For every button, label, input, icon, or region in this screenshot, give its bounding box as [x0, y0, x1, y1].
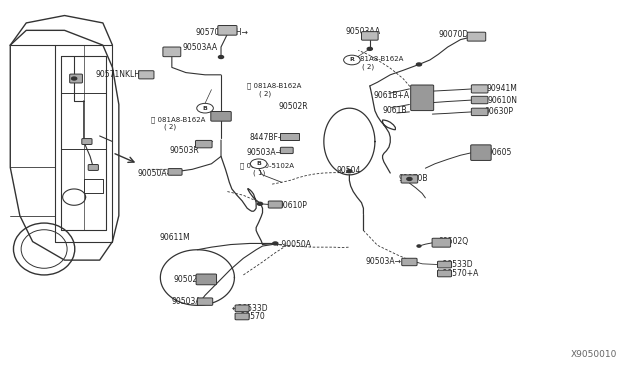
FancyBboxPatch shape: [195, 140, 212, 148]
FancyBboxPatch shape: [218, 26, 237, 35]
FancyBboxPatch shape: [268, 201, 282, 208]
FancyBboxPatch shape: [471, 108, 488, 116]
FancyBboxPatch shape: [70, 74, 83, 83]
Circle shape: [407, 177, 412, 180]
Text: 90503A→: 90503A→: [246, 148, 282, 157]
Text: 90571NKLH→: 90571NKLH→: [95, 70, 147, 79]
Text: 90502R: 90502R: [278, 102, 308, 111]
Text: ( 1): ( 1): [253, 169, 265, 176]
FancyBboxPatch shape: [411, 85, 434, 110]
Text: ( 2): ( 2): [259, 90, 271, 97]
Text: ( 2): ( 2): [164, 124, 175, 130]
FancyBboxPatch shape: [362, 32, 378, 40]
Text: Ⓑ 081A8-B162A: Ⓑ 081A8-B162A: [349, 55, 404, 62]
Text: 90610N: 90610N: [487, 96, 517, 105]
Circle shape: [417, 245, 421, 247]
FancyBboxPatch shape: [280, 147, 293, 154]
FancyBboxPatch shape: [168, 169, 182, 175]
Circle shape: [218, 55, 223, 58]
FancyBboxPatch shape: [235, 305, 249, 312]
Circle shape: [367, 47, 372, 50]
Text: ←90533D: ←90533D: [232, 304, 269, 313]
Text: 90050A→: 90050A→: [138, 169, 174, 177]
Text: 9061B+A: 9061B+A: [373, 91, 409, 100]
FancyBboxPatch shape: [211, 112, 231, 121]
FancyBboxPatch shape: [467, 32, 486, 41]
Text: 90611M: 90611M: [159, 233, 190, 243]
Text: Ⓑ 081A8-B162A: Ⓑ 081A8-B162A: [151, 116, 205, 123]
FancyBboxPatch shape: [438, 261, 452, 268]
Text: X9050010: X9050010: [571, 350, 617, 359]
FancyBboxPatch shape: [163, 47, 180, 57]
Circle shape: [417, 63, 422, 66]
Text: 90503R: 90503R: [170, 146, 200, 155]
FancyBboxPatch shape: [235, 313, 249, 320]
FancyBboxPatch shape: [471, 96, 488, 104]
Text: 90070D: 90070D: [438, 29, 468, 39]
FancyBboxPatch shape: [470, 145, 491, 160]
Text: 90503A→: 90503A→: [172, 297, 208, 306]
Text: 90502Q: 90502Q: [438, 237, 468, 246]
Text: 90610P: 90610P: [278, 201, 307, 210]
Bar: [280, 133, 299, 140]
Text: 90941M: 90941M: [486, 84, 517, 93]
Text: ←90050A: ←90050A: [275, 240, 311, 249]
Circle shape: [72, 77, 77, 80]
Circle shape: [196, 103, 213, 113]
Text: ←90570: ←90570: [235, 312, 266, 321]
Text: ←90570+A: ←90570+A: [437, 269, 479, 278]
Circle shape: [344, 55, 360, 65]
Text: 90070B: 90070B: [399, 174, 428, 183]
Text: B: B: [256, 161, 261, 166]
Text: 9061B: 9061B: [383, 106, 407, 115]
FancyBboxPatch shape: [196, 274, 216, 285]
Text: 90503AA: 90503AA: [346, 26, 381, 36]
Text: 90502P: 90502P: [173, 275, 202, 284]
FancyBboxPatch shape: [432, 238, 451, 247]
Text: Ⓐ 08330-5102A: Ⓐ 08330-5102A: [240, 162, 294, 169]
FancyBboxPatch shape: [139, 71, 154, 79]
FancyBboxPatch shape: [197, 298, 212, 305]
Text: Ⓑ 081A8-B162A: Ⓑ 081A8-B162A: [246, 83, 301, 89]
Circle shape: [273, 242, 278, 245]
Text: 90503AA: 90503AA: [182, 42, 218, 51]
Text: 90504: 90504: [337, 166, 361, 174]
Text: 90630P: 90630P: [484, 108, 514, 116]
FancyBboxPatch shape: [88, 164, 99, 170]
FancyBboxPatch shape: [82, 138, 92, 144]
Text: 8447BF→: 8447BF→: [250, 133, 285, 142]
Text: ( 2): ( 2): [362, 63, 374, 70]
Text: 90503A→: 90503A→: [366, 257, 402, 266]
FancyBboxPatch shape: [438, 270, 452, 277]
Text: ←90533D: ←90533D: [437, 260, 474, 269]
FancyBboxPatch shape: [401, 175, 418, 183]
Circle shape: [347, 170, 352, 173]
FancyBboxPatch shape: [471, 85, 488, 93]
Text: 90570NCRH→: 90570NCRH→: [195, 28, 248, 37]
FancyBboxPatch shape: [402, 258, 417, 266]
Text: B: B: [203, 106, 207, 111]
Text: R: R: [349, 58, 355, 62]
Circle shape: [250, 159, 267, 169]
Text: 90605: 90605: [487, 148, 512, 157]
Circle shape: [257, 202, 262, 205]
